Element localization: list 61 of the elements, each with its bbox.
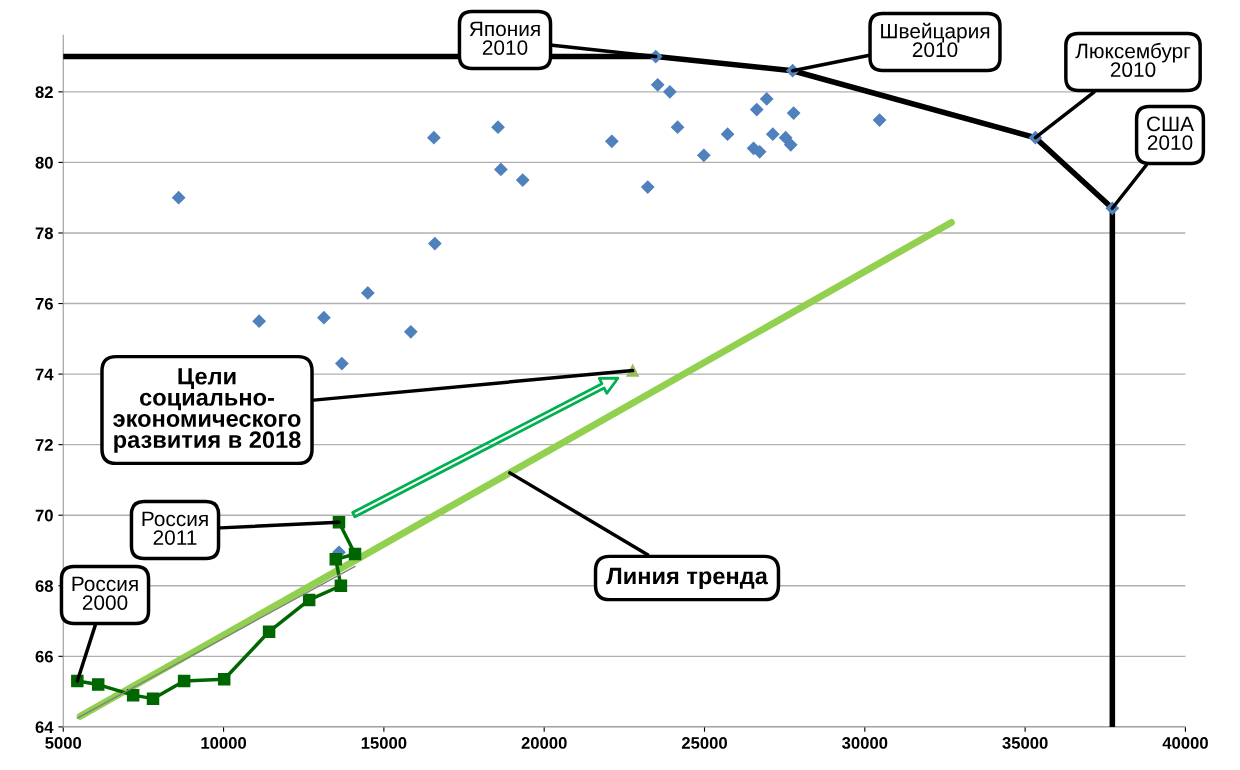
point — [663, 85, 677, 99]
point — [302, 593, 316, 607]
point — [348, 547, 362, 561]
point — [872, 113, 887, 127]
y-tick-label: 66 — [35, 650, 53, 663]
point — [720, 127, 735, 141]
point — [760, 92, 774, 106]
annotation: Швейцария 2010 — [881, 22, 990, 58]
annotation: Россия 2011 — [142, 511, 208, 545]
y-tick-label: 80 — [35, 156, 53, 169]
point — [177, 674, 191, 688]
point — [317, 311, 331, 325]
x-tick-label: 20000 — [521, 737, 567, 749]
annotation: Россия 2000 — [72, 576, 138, 610]
point — [146, 692, 160, 705]
point — [91, 678, 105, 691]
point — [787, 106, 801, 120]
y-tick-label: 82 — [35, 86, 53, 99]
point — [516, 173, 530, 187]
point — [427, 131, 441, 145]
y-tick-label: 72 — [35, 439, 53, 451]
y-tick-label: 64 — [35, 721, 54, 734]
y-tick-label: 70 — [35, 509, 53, 522]
x-tick-label: 5000 — [45, 737, 82, 749]
point — [670, 120, 685, 134]
y-tick-label: 76 — [35, 297, 53, 310]
point — [605, 134, 619, 148]
annotation: Линия тренда — [606, 567, 768, 589]
x-tick-label: 40000 — [1162, 737, 1208, 749]
annotation: Цели социально- экономического развития в 2018 — [113, 368, 301, 453]
point — [262, 625, 276, 638]
point — [750, 102, 764, 117]
point — [784, 138, 798, 152]
point — [329, 553, 343, 566]
point — [361, 286, 375, 300]
point — [494, 162, 508, 177]
point — [491, 120, 505, 134]
y-tick-label: 78 — [35, 227, 54, 240]
y-tick-label: 74 — [35, 368, 54, 381]
point — [334, 579, 348, 593]
point — [697, 148, 711, 162]
point — [252, 314, 266, 328]
x-tick-label: 35000 — [1002, 737, 1048, 749]
point — [172, 191, 186, 205]
x-tick-label: 25000 — [681, 737, 727, 749]
x-tick-label: 30000 — [842, 737, 888, 749]
annotation: Япония 2010 — [469, 21, 540, 55]
x-tick-label: 15000 — [361, 737, 407, 749]
annotation: Люксембург 2010 — [1075, 42, 1191, 78]
point — [641, 180, 655, 194]
point — [753, 145, 767, 159]
point — [428, 236, 442, 251]
annotation: США 2010 — [1147, 116, 1194, 150]
point — [404, 325, 418, 339]
point — [651, 78, 665, 92]
point — [217, 673, 231, 686]
y-tick-label: 68 — [35, 580, 54, 592]
point — [335, 356, 349, 371]
point — [766, 127, 780, 141]
x-tick-label: 10000 — [201, 737, 247, 749]
point — [126, 688, 140, 702]
